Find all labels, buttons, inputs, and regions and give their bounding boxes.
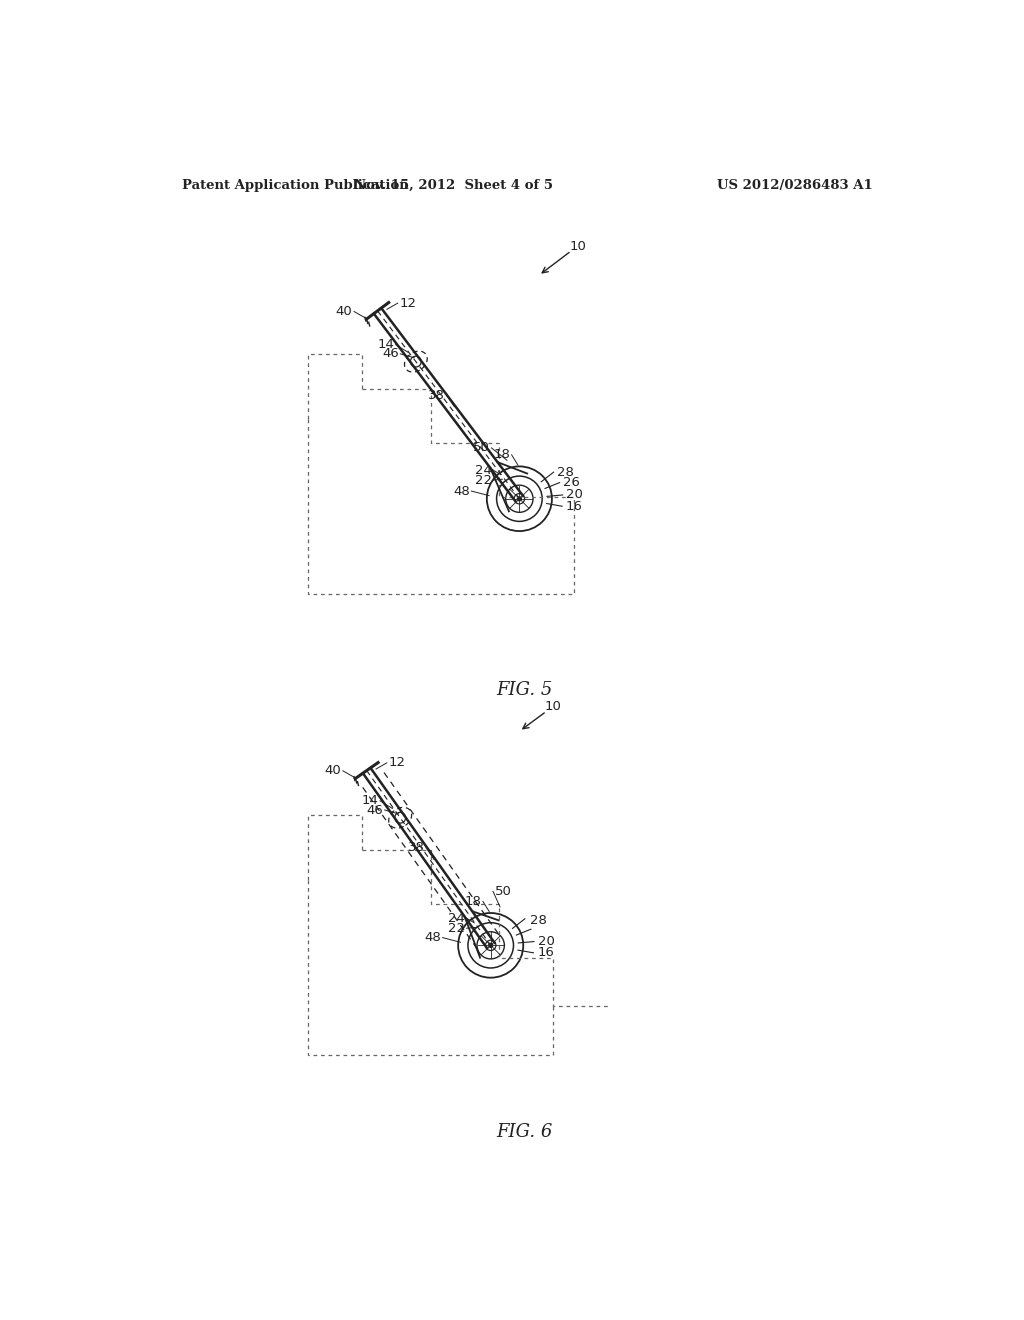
Text: 18: 18: [465, 895, 481, 908]
Text: US 2012/0286483 A1: US 2012/0286483 A1: [717, 178, 872, 191]
Text: 50: 50: [495, 884, 511, 898]
Text: 14: 14: [377, 338, 394, 351]
Circle shape: [488, 942, 494, 948]
Circle shape: [517, 496, 522, 502]
Text: 40: 40: [325, 764, 341, 777]
Text: 10: 10: [545, 700, 562, 713]
Text: 20: 20: [566, 488, 584, 502]
Text: 24: 24: [449, 912, 465, 925]
Text: 38: 38: [408, 841, 425, 854]
Text: 12: 12: [399, 297, 416, 310]
Text: 22: 22: [447, 921, 465, 935]
Text: 22: 22: [474, 474, 492, 487]
Text: 28: 28: [557, 466, 574, 479]
Text: 20: 20: [538, 935, 555, 948]
Text: 16: 16: [566, 500, 583, 512]
Text: Patent Application Publication: Patent Application Publication: [182, 178, 409, 191]
Text: 10: 10: [569, 240, 587, 253]
Text: 46: 46: [367, 804, 383, 817]
Text: 46: 46: [382, 347, 398, 360]
Text: Nov. 15, 2012  Sheet 4 of 5: Nov. 15, 2012 Sheet 4 of 5: [354, 178, 553, 191]
Text: 28: 28: [530, 915, 547, 927]
Text: 26: 26: [563, 477, 581, 490]
Text: 40: 40: [336, 305, 352, 318]
Text: 16: 16: [538, 946, 554, 960]
Text: 48: 48: [424, 931, 441, 944]
Text: 24: 24: [475, 463, 492, 477]
Text: 38: 38: [428, 388, 445, 401]
Text: 14: 14: [361, 795, 379, 808]
Text: FIG. 6: FIG. 6: [497, 1123, 553, 1142]
Text: FIG. 5: FIG. 5: [497, 681, 553, 698]
Text: 18: 18: [494, 449, 510, 462]
Text: 48: 48: [453, 484, 470, 498]
Text: 50: 50: [473, 441, 489, 454]
Text: 12: 12: [388, 756, 406, 770]
